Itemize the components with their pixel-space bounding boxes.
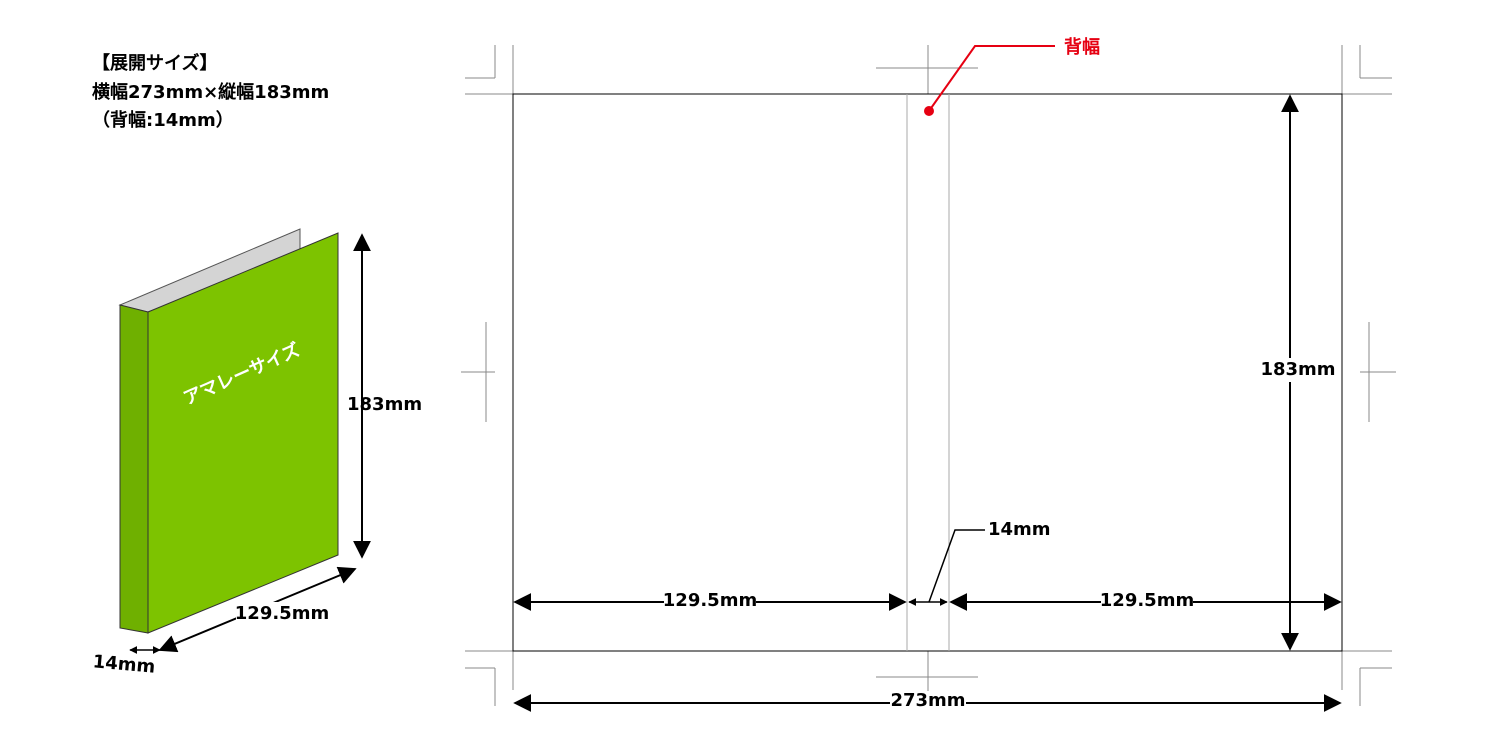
binder-spine: 14mm xyxy=(92,651,156,677)
header-title: 【展開サイズ】 xyxy=(92,52,217,74)
right-width: 129.5mm xyxy=(1100,590,1194,611)
crop-marks xyxy=(461,45,1396,706)
binder-height: 183mm xyxy=(347,394,422,415)
binder: アマレーサイズ 183mm 129.5mm 14mm xyxy=(92,228,422,678)
spine-callout: 背幅 xyxy=(924,36,1100,116)
header-spine: （背幅:14mm） xyxy=(92,109,234,131)
spine-callout-label: 背幅 xyxy=(1064,36,1100,58)
layout-height: 183mm xyxy=(1260,359,1335,380)
layout-spine: 14mm xyxy=(988,519,1051,540)
total-width: 273mm xyxy=(890,690,965,711)
binder-width: 129.5mm xyxy=(235,603,329,624)
sheet xyxy=(512,93,1343,652)
header-size: 横幅273mm×縦幅183mm xyxy=(92,81,329,103)
left-width: 129.5mm xyxy=(663,590,757,611)
